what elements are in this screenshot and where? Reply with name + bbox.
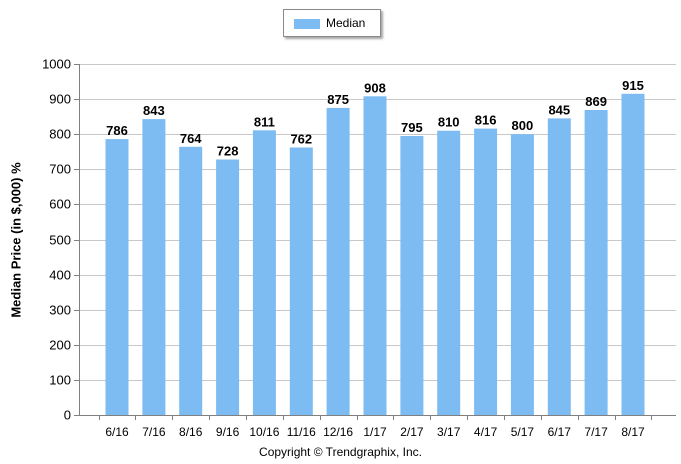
bar	[289, 147, 313, 415]
bar-value-label: 845	[548, 102, 570, 117]
bar-value-label: 810	[438, 115, 460, 130]
x-tick-label: 5/17	[511, 425, 535, 439]
bars	[105, 93, 645, 416]
bar-value-label: 843	[143, 103, 165, 118]
x-tick-label: 1/17	[363, 425, 387, 439]
bar	[326, 107, 350, 416]
copyright-text: Copyright © Trendgraphix, Inc.	[259, 445, 422, 459]
x-tick-label: 8/17	[621, 425, 645, 439]
bar	[474, 128, 498, 415]
legend: Median	[283, 9, 381, 37]
x-tick-label: 2/17	[400, 425, 424, 439]
bar-value-label: 875	[327, 92, 349, 107]
bar-value-label: 764	[180, 131, 202, 146]
y-tick-label: 700	[49, 162, 71, 177]
bar	[547, 118, 571, 416]
data-labels: 786 843 764 728 811 762 875 908 795 810 816 800 845 8…	[106, 78, 644, 159]
y-tick-labels: 0 100 200 300 400 500 600 700 800 900 1000	[42, 57, 71, 423]
bar	[400, 136, 424, 415]
x-tick-label: 8/16	[179, 425, 203, 439]
y-tick-label: 100	[49, 373, 71, 388]
bar	[216, 159, 240, 415]
x-tick-label: 6/16	[105, 425, 129, 439]
bar-value-label: 915	[622, 78, 644, 93]
bar-value-label: 869	[585, 94, 607, 109]
x-tick-label: 11/16	[287, 425, 316, 439]
legend-label: Median	[326, 16, 366, 30]
bar	[142, 119, 166, 415]
y-tick-label: 600	[49, 197, 71, 212]
x-tick-label: 10/16	[249, 425, 279, 439]
bar-value-label: 811	[254, 114, 275, 129]
x-tick-label: 7/17	[584, 425, 608, 439]
y-tick-label: 400	[49, 268, 71, 283]
bar	[363, 96, 387, 416]
x-tick-label: 9/16	[216, 425, 240, 439]
bar-value-label: 728	[217, 144, 239, 159]
bar-value-label: 786	[106, 123, 128, 138]
y-tick-label: 800	[49, 127, 71, 142]
bar	[105, 139, 129, 415]
bar-value-label: 816	[475, 113, 497, 128]
x-tick-label: 4/17	[474, 425, 498, 439]
bar	[252, 130, 276, 416]
x-tick-labels: 6/16 7/16 8/16 9/16 10/16 11/16 12/16 1/17 2/17 3…	[105, 425, 645, 439]
y-tick-label: 0	[64, 408, 71, 423]
bar	[179, 146, 203, 416]
bar	[584, 110, 608, 415]
y-axis-label: Median Price (in $,000) %	[8, 162, 24, 318]
bar-value-label: 795	[401, 120, 423, 135]
legend-swatch	[294, 19, 320, 29]
axes	[74, 64, 676, 420]
x-tick-label: 6/17	[548, 425, 572, 439]
bar-value-label: 908	[364, 80, 386, 95]
x-tick-label: 3/17	[437, 425, 461, 439]
y-tick-label: 900	[49, 92, 71, 107]
bar	[621, 93, 645, 416]
x-tick-label: 7/16	[142, 425, 166, 439]
y-tick-label: 300	[49, 303, 71, 318]
y-tick-label: 500	[49, 233, 71, 248]
y-tick-label: 200	[49, 338, 71, 353]
bar-value-label: 762	[290, 132, 312, 147]
bar	[437, 130, 461, 415]
y-tick-label: 1000	[42, 57, 71, 72]
bar	[510, 134, 534, 415]
bar-value-label: 800	[512, 118, 534, 133]
x-tick-label: 12/16	[323, 425, 353, 439]
